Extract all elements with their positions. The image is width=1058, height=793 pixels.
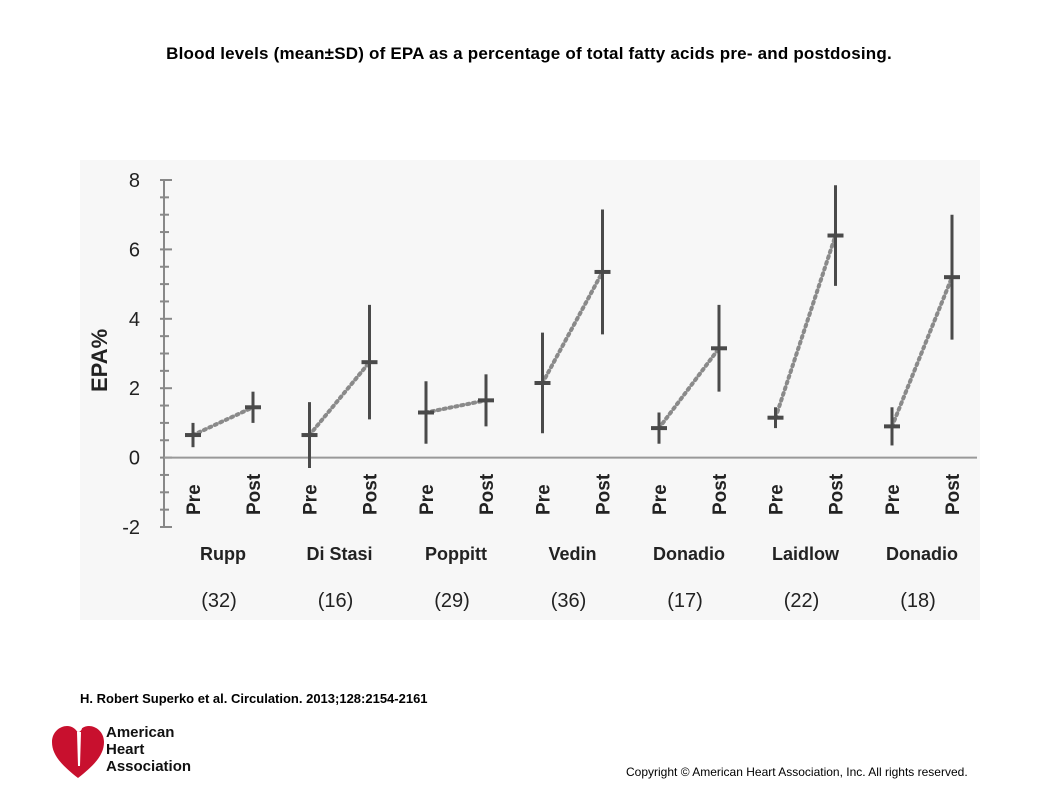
post-label: Post [477,473,498,515]
heart-torch-logo-icon [52,722,104,778]
post-label: Post [594,473,615,515]
epa-chart: 8 6 4 2 0 -2 EPA% Pre Post Rupp (32) Pre Post Di Stas… [87,170,977,612]
pre-label: Pre [883,484,904,515]
chart-panel: 8 6 4 2 0 -2 EPA% Pre Post Rupp (32) Pre Post Di Stas… [80,160,980,620]
logo-line-2: Heart [106,741,145,758]
connector-line [424,398,488,415]
connector-line [191,405,255,438]
post-label: Post [827,473,848,515]
study-name-label: Laidlow [772,544,840,564]
y-tick-label: 4 [129,309,140,331]
connector-line [307,360,372,438]
pre-label: Pre [417,484,438,515]
study-name-label: Donadio [886,544,958,564]
logo-line-3: Association [106,758,192,775]
pre-label: Pre [534,484,555,515]
connector-line [657,346,721,431]
study-name-label: Donadio [653,544,725,564]
connector-line [890,275,954,429]
study-name-label: Di Stasi [306,544,372,564]
logo-wordmark: American Heart Association [106,724,191,775]
pre-label: Pre [650,484,671,515]
y-tick-label: 0 [129,448,140,470]
pre-label: Pre [301,484,322,515]
connector-line [540,269,605,385]
connector-line [773,233,838,420]
pre-label: Pre [767,484,788,515]
aha-logo: American Heart Association [50,718,210,782]
study-name-label: Poppitt [425,544,487,564]
study-n-label: (22) [784,590,820,612]
post-label: Post [710,473,731,515]
y-tick-label: -2 [122,517,140,539]
study-n-label: (36) [551,590,587,612]
slide-title: Blood levels (mean±SD) of EPA as a perce… [166,44,892,63]
y-tick-label: 6 [129,239,140,261]
study-name-label: Vedin [548,544,596,564]
pre-label: Pre [184,484,205,515]
logo-line-1: American [106,724,175,741]
post-label: Post [361,473,382,515]
study-n-label: (32) [201,590,237,612]
y-tick-label: 2 [129,378,140,400]
study-n-label: (29) [434,590,470,612]
study-n-label: (17) [667,590,703,612]
citation: H. Robert Superko et al. Circulation. 20… [80,691,428,706]
copyright-notice: Copyright © American Heart Association, … [626,765,968,779]
study-name-label: Rupp [200,544,246,564]
y-axis-title: EPA% [87,329,112,392]
study-n-label: (18) [900,590,936,612]
post-label: Post [943,473,964,515]
y-tick-label: 8 [129,170,140,192]
post-label: Post [244,473,265,515]
study-n-label: (16) [318,590,354,612]
